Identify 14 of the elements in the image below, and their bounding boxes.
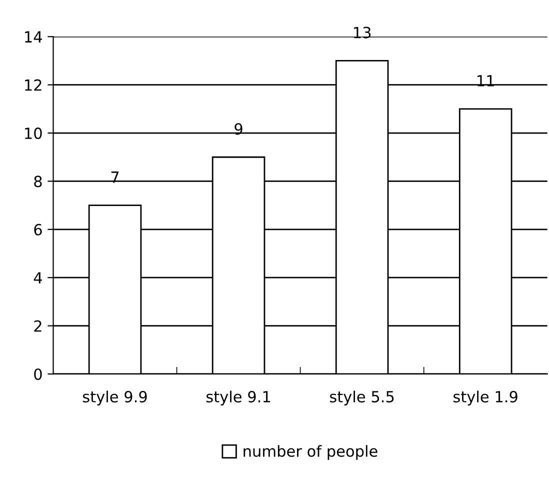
y-tick-label: 0 — [34, 368, 42, 380]
y-tick-label: 6 — [34, 224, 42, 236]
x-tick-label: style 9.9 — [82, 390, 147, 406]
y-tick-label: 12 — [25, 79, 42, 91]
y-tick-label: 4 — [34, 272, 42, 284]
x-tick-label: style 9.1 — [206, 390, 270, 406]
x-tick-label: style 1.9 — [454, 390, 518, 406]
y-tick-label: 14 — [25, 31, 42, 42]
y-tick-label: 10 — [25, 127, 42, 140]
y-tick-label: 8 — [34, 176, 42, 188]
data-label: 13 — [354, 26, 371, 38]
y-tick-label: 2 — [34, 320, 42, 332]
legend-label: number of people — [244, 445, 378, 460]
x-tick-label: style 5.5 — [330, 390, 394, 406]
